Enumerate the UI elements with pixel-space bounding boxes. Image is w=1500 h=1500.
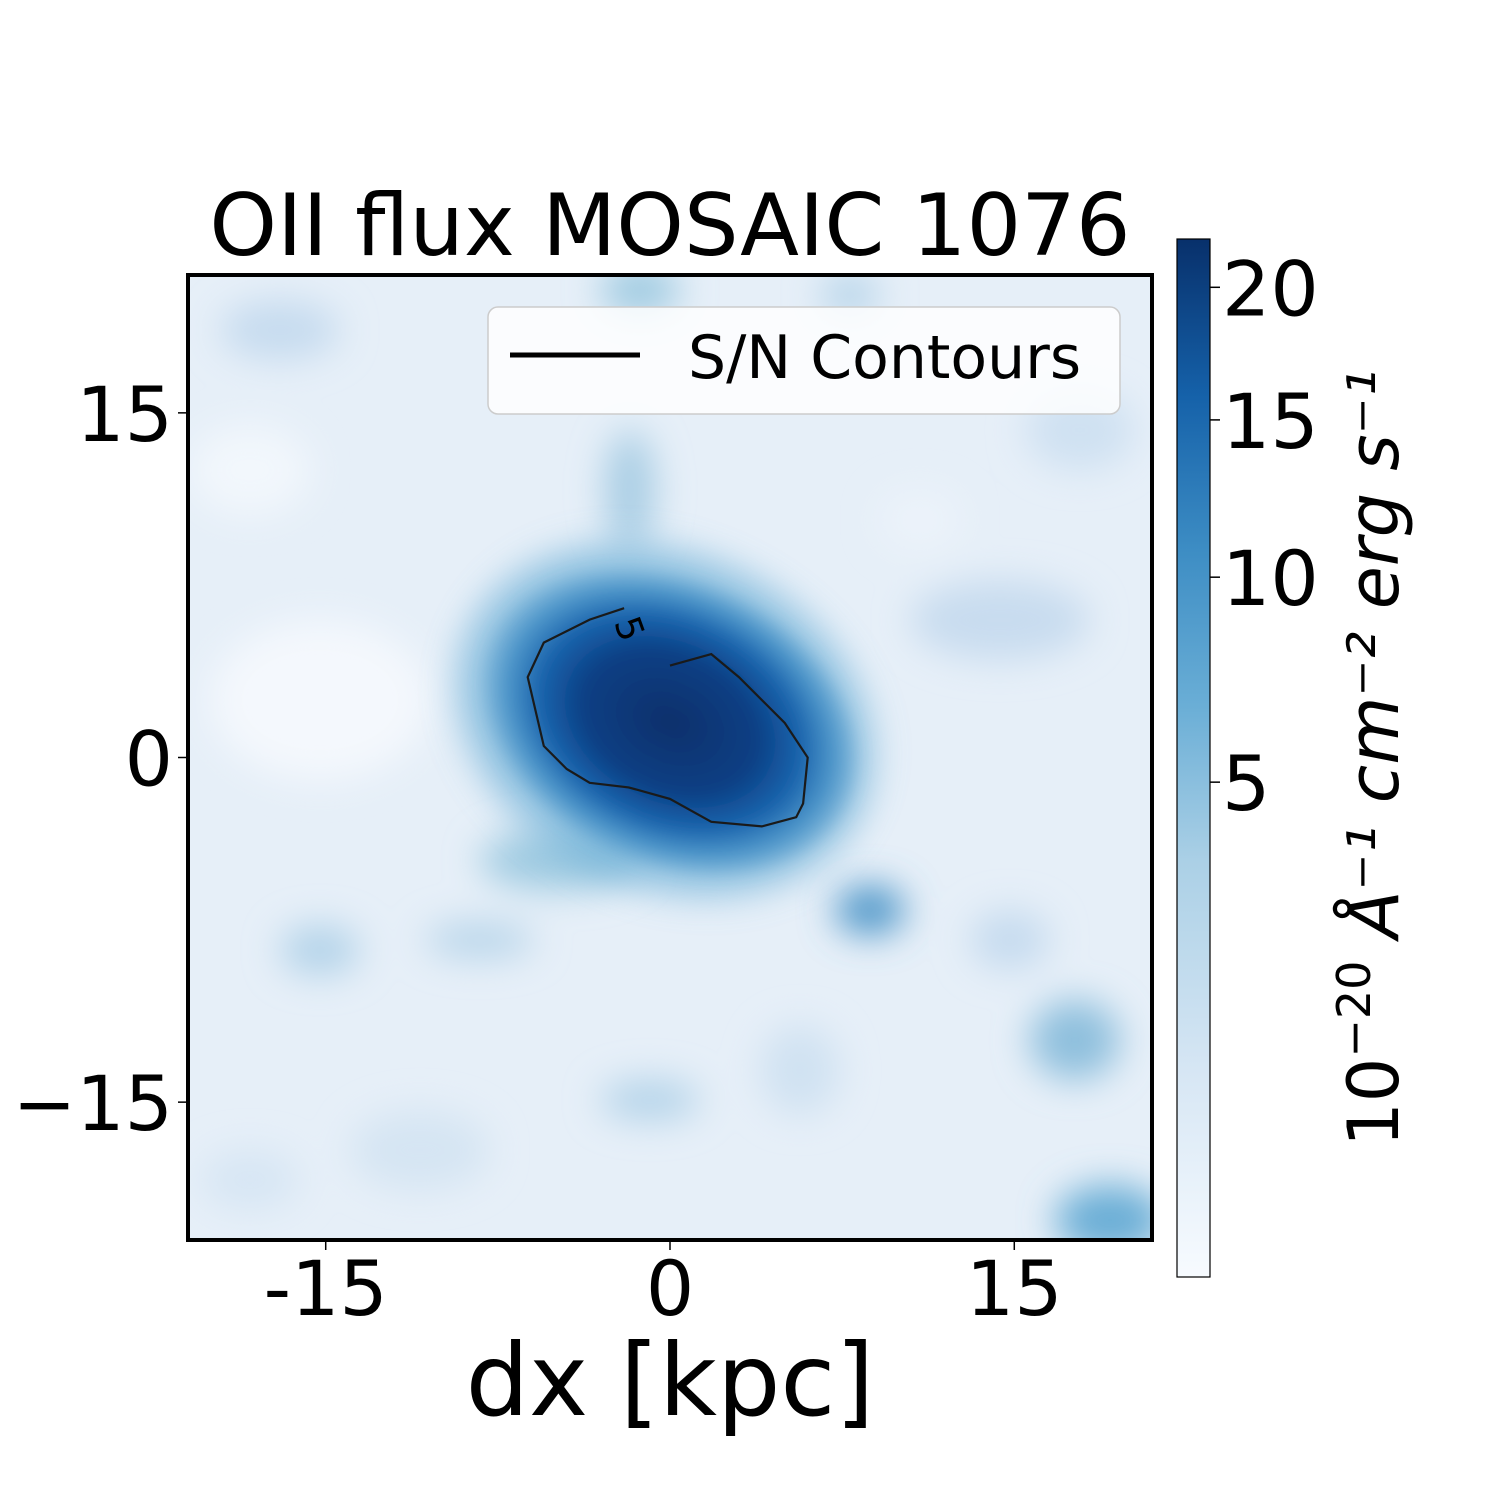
colorbar-label-units: Å⁻¹ cm⁻² erg s⁻¹ [1333, 369, 1415, 960]
noise-patches [190, 275, 1152, 1240]
x-axis: -15 0 15 [264, 1240, 1063, 1333]
legend: S/N Contours [487, 306, 1121, 415]
y-tick-label: −15 [13, 1059, 173, 1148]
legend-box [487, 306, 1121, 415]
sn-contour [526, 607, 809, 828]
colorbar-label: 10−20 Å⁻¹ cm⁻² erg s⁻¹ [1327, 369, 1415, 1147]
colorbar-gradient [1176, 238, 1211, 1278]
colorbar-ticks: 5 10 15 20 [1210, 244, 1319, 828]
colorbar-tick-label: 10 [1222, 534, 1319, 623]
colorbar-label-base: 10 [1333, 1058, 1415, 1147]
heatmap-image: 5 [188, 275, 1152, 1240]
x-tick-label: -15 [264, 1244, 388, 1333]
colorbar-tick-label: 15 [1222, 377, 1319, 466]
x-tick-label: 0 [646, 1244, 694, 1333]
emission-core [478, 565, 862, 879]
colorbar-tick-label: 5 [1222, 739, 1270, 828]
legend-label: S/N Contours [688, 323, 1081, 393]
chart-title: OII flux MOSAIC 1076 [209, 176, 1130, 276]
x-axis-label: dx [kpc] [466, 1322, 875, 1439]
y-tick-label: 15 [76, 370, 173, 459]
x-tick-label: 15 [966, 1244, 1063, 1333]
colorbar-tick-label: 20 [1222, 244, 1319, 333]
colorbar-label-exp: −20 [1327, 961, 1381, 1058]
y-axis: 15 0 −15 [13, 370, 188, 1148]
y-tick-label: 0 [125, 715, 173, 804]
